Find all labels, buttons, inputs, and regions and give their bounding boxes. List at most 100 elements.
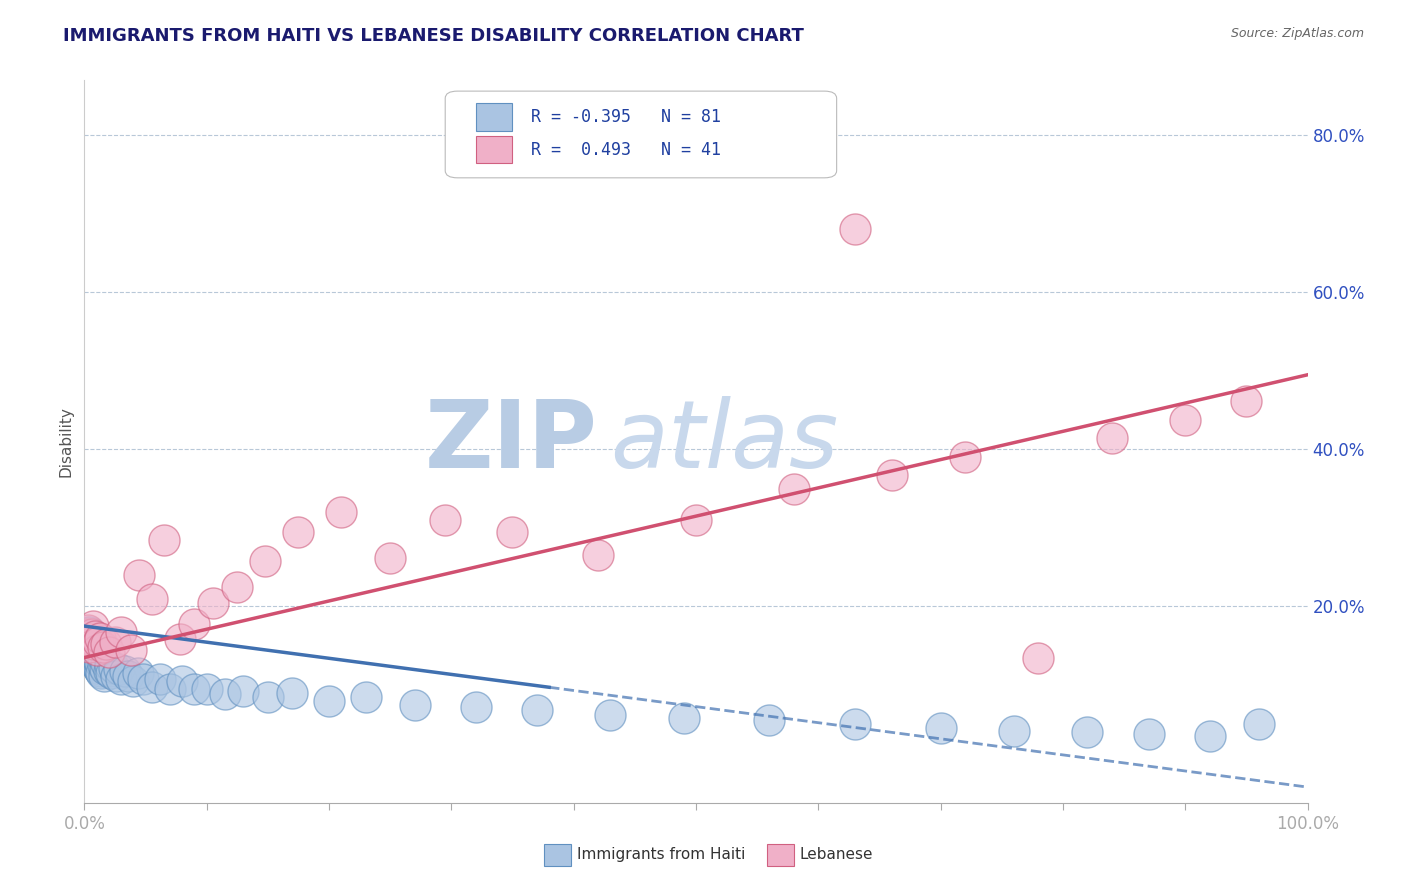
Point [91,640,114,655]
Point [257,690,280,704]
Text: Source: ZipAtlas.com: Source: ZipAtlas.com [1230,27,1364,40]
Point [1101,431,1123,445]
Point [232,684,254,698]
Point [80,640,103,655]
Point [91,658,114,673]
Point [110,624,132,639]
Point [77,637,100,651]
Point [89,656,111,670]
Point [672,711,695,725]
Point [122,674,145,689]
Point [141,591,163,606]
Point [80,627,103,641]
Point [599,707,621,722]
Point [330,505,353,519]
Point [96,656,118,670]
Point [79,632,101,647]
Point [83,645,105,659]
Point [75,629,97,643]
Point [127,666,149,681]
Point [783,482,806,496]
Text: Lebanese: Lebanese [800,847,873,863]
Text: R = -0.395   N = 81: R = -0.395 N = 81 [531,108,721,126]
Point [83,637,105,651]
Text: atlas: atlas [610,396,838,487]
Point [1028,650,1050,665]
Point [1247,717,1270,731]
Point [434,513,457,527]
Point [87,635,110,649]
Point [1236,393,1258,408]
Point [87,655,110,669]
Point [201,595,224,609]
Point [1137,727,1160,741]
Point [77,632,100,647]
Point [183,616,205,631]
Point [76,639,98,653]
Point [1198,729,1220,743]
Point [86,642,108,657]
Point [104,635,127,649]
Point [89,664,111,678]
Point [77,624,100,639]
Point [75,635,97,649]
Point [464,700,486,714]
Point [183,681,205,696]
Point [76,627,98,641]
Point [77,629,100,643]
Point [94,662,117,676]
Point [214,687,236,701]
Point [254,554,277,568]
Point [97,664,120,678]
Point [844,717,866,731]
Point [758,714,780,728]
Point [159,681,181,696]
FancyBboxPatch shape [475,103,513,131]
Point [132,672,155,686]
Point [98,658,121,673]
Point [86,658,108,673]
Point [77,640,100,655]
Point [380,550,402,565]
Point [76,627,98,641]
Point [1002,723,1025,738]
Point [80,635,103,649]
Point [83,655,105,669]
Text: R =  0.493   N = 41: R = 0.493 N = 41 [531,141,721,160]
Point [77,635,100,649]
Point [90,666,112,681]
Point [502,524,524,539]
FancyBboxPatch shape [544,844,571,865]
Point [87,661,110,675]
Point [75,632,97,647]
Point [953,450,976,465]
Point [77,635,100,649]
Point [1076,725,1098,739]
Point [354,690,377,704]
Text: Immigrants from Haiti: Immigrants from Haiti [578,847,745,863]
Point [84,640,107,655]
Point [91,650,114,665]
Point [93,668,115,682]
Point [929,721,952,735]
Point [149,672,172,686]
Point [100,666,122,681]
Point [685,513,707,527]
Point [77,640,100,655]
FancyBboxPatch shape [475,136,513,163]
Point [87,653,110,667]
Point [110,672,132,686]
Point [105,668,128,682]
Point [89,631,111,645]
Point [84,648,107,662]
Point [82,629,104,643]
Point [281,686,304,700]
Point [82,619,104,633]
Point [79,639,101,653]
Point [141,680,163,694]
Point [117,668,139,682]
Y-axis label: Disability: Disability [58,406,73,477]
Point [107,662,129,676]
Point [287,524,309,539]
Point [84,629,107,643]
